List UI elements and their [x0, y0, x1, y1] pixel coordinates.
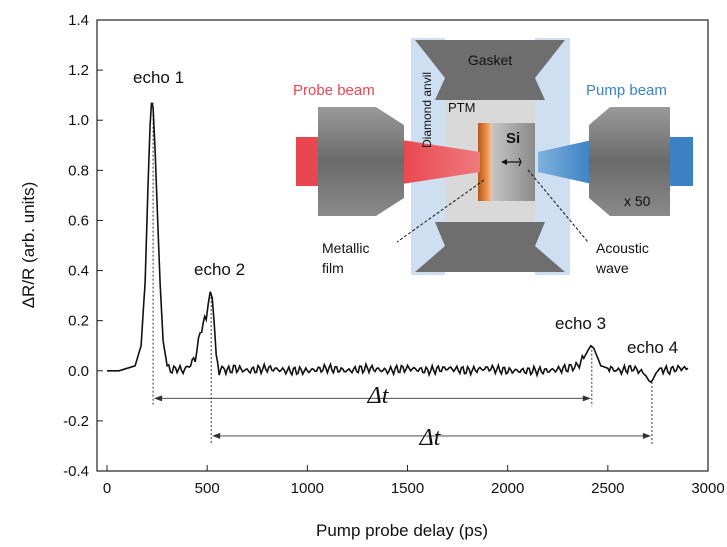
magnification-label: x 50 [624, 193, 651, 209]
y-tick-label: 0.8 [68, 162, 89, 179]
gasket-label: Gasket [468, 52, 512, 68]
y-tick-label: 0.2 [68, 313, 89, 330]
echo-4-label: echo 4 [627, 338, 678, 357]
interval-arrowhead-right [642, 432, 651, 439]
interval-arrowhead-left [212, 432, 221, 439]
ptm-label: PTM [448, 100, 475, 115]
echo-1-label: echo 1 [133, 68, 184, 87]
y-tick-label: 1.0 [68, 112, 89, 129]
y-tick-label: 0.6 [68, 212, 89, 229]
metallic-film-label-2: film [322, 260, 344, 276]
interval-arrowhead-left [154, 395, 163, 402]
delta-t-label-1: Δt [367, 383, 390, 409]
x-tick-label: 2500 [591, 480, 624, 497]
y-tick-label: 1.2 [68, 62, 89, 79]
y-tick-label: -0.4 [63, 463, 89, 480]
y-tick-label: 0.0 [68, 363, 89, 380]
metallic-film [478, 123, 492, 201]
echo-3-label: echo 3 [555, 314, 606, 333]
acoustic-wave-label-2: wave [595, 260, 629, 276]
echo-2-label: echo 2 [194, 260, 245, 279]
pump-beam-label: Pump beam [586, 82, 667, 99]
plot-area-frame [96, 19, 709, 472]
x-tick-label: 3000 [691, 480, 724, 497]
y-tick-label: -0.2 [63, 413, 89, 430]
dac-inset-schematic: Gasket Probe beam Pump beam Diamond anvi… [293, 38, 693, 276]
x-tick-label: 0 [103, 480, 111, 497]
probe-beam-focused [402, 140, 480, 184]
probe-beam-label: Probe beam [293, 82, 375, 99]
y-axis-label: ΔR/R (arb. units) [19, 182, 38, 309]
metallic-film-pointer [396, 179, 485, 243]
y-tick-label: 1.4 [68, 12, 89, 29]
x-axis-label: Pump probe delay (ps) [316, 521, 488, 540]
gasket-top [415, 40, 565, 100]
acoustic-pulse-icon [518, 157, 522, 167]
x-tick-label: 1500 [391, 480, 424, 497]
probe-objective-lens [318, 107, 404, 216]
pump-objective-lens [589, 107, 670, 216]
diamond-anvil-label: Diamond anvil [420, 72, 434, 148]
pump-beam-focused [538, 140, 592, 184]
interval-arrowhead-right [582, 395, 591, 402]
gasket-bottom [415, 222, 565, 272]
acoustic-wave-arrowhead [501, 159, 507, 165]
probe-beam [296, 137, 324, 186]
axis-ticks: 0 500 1000 1500 2000 2500 3000 -0.4 -0.2 0.0 0.2 0.… [63, 12, 725, 497]
si-label: Si [506, 130, 520, 147]
x-tick-label: 2000 [491, 480, 524, 497]
echo-guide-lines [152, 102, 653, 444]
x-tick-label: 500 [195, 480, 220, 497]
delta-t-label-2: Δt [419, 425, 442, 451]
acoustic-wave-label-1: Acoustic [596, 240, 649, 256]
pump-beam [670, 137, 693, 186]
x-tick-label: 1000 [291, 480, 324, 497]
y-tick-label: 0.4 [68, 263, 89, 280]
metallic-film-label-1: Metallic [322, 240, 369, 256]
reflectivity-trace-line [107, 102, 689, 384]
acoustic-wave-pointer [527, 169, 589, 243]
